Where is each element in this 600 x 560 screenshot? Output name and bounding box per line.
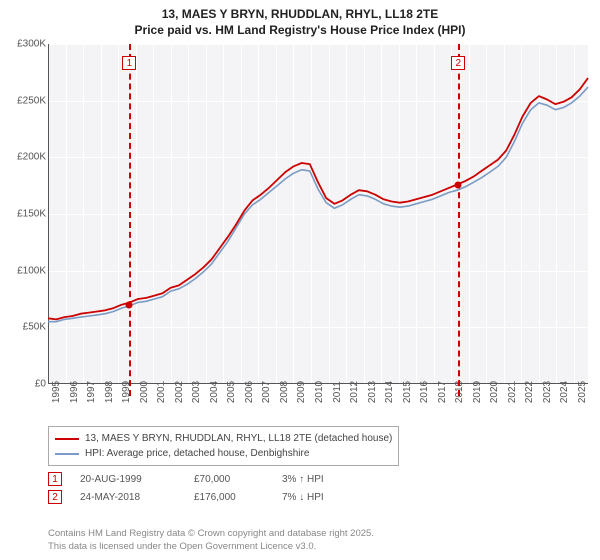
x-axis-label: 2015 xyxy=(402,381,413,403)
sale-marker-line xyxy=(129,44,131,396)
y-axis-label: £250K xyxy=(2,95,46,106)
title-line1: 13, MAES Y BRYN, RHUDDLAN, RHYL, LL18 2T… xyxy=(0,6,600,22)
x-axis-label: 2013 xyxy=(367,381,378,403)
sale-price: £70,000 xyxy=(194,474,264,485)
sale-date: 24-MAY-2018 xyxy=(80,492,176,503)
legend-label-0: 13, MAES Y BRYN, RHUDDLAN, RHYL, LL18 2T… xyxy=(85,431,392,446)
x-axis-label: 2004 xyxy=(209,381,220,403)
x-axis-label: 2017 xyxy=(437,381,448,403)
sales-row: 2 24-MAY-2018 £176,000 7% ↓ HPI xyxy=(48,490,372,504)
legend-row: HPI: Average price, detached house, Denb… xyxy=(55,446,392,461)
legend: 13, MAES Y BRYN, RHUDDLAN, RHYL, LL18 2T… xyxy=(48,426,399,466)
x-axis-label: 2019 xyxy=(472,381,483,403)
x-axis-label: 1996 xyxy=(69,381,80,403)
sale-marker-flag: 1 xyxy=(122,56,136,70)
sale-marker-line xyxy=(458,44,460,396)
x-axis-label: 2012 xyxy=(349,381,360,403)
x-axis-label: 2007 xyxy=(261,381,272,403)
x-axis-label: 1995 xyxy=(51,381,62,403)
y-axis-label: £200K xyxy=(2,152,46,163)
chart-container: 13, MAES Y BRYN, RHUDDLAN, RHYL, LL18 2T… xyxy=(0,0,600,560)
footer: Contains HM Land Registry data © Crown c… xyxy=(48,528,374,554)
legend-row: 13, MAES Y BRYN, RHUDDLAN, RHYL, LL18 2T… xyxy=(55,431,392,446)
legend-label-1: HPI: Average price, detached house, Denb… xyxy=(85,446,309,461)
x-axis-label: 2006 xyxy=(244,381,255,403)
title-block: 13, MAES Y BRYN, RHUDDLAN, RHYL, LL18 2T… xyxy=(0,0,600,40)
y-axis-label: £50K xyxy=(2,322,46,333)
x-axis-label: 2016 xyxy=(419,381,430,403)
y-axis-label: £150K xyxy=(2,209,46,220)
x-axis-label: 2014 xyxy=(384,381,395,403)
x-axis-label: 2009 xyxy=(296,381,307,403)
x-axis-label: 2022 xyxy=(524,381,535,403)
sale-date: 20-AUG-1999 xyxy=(80,474,176,485)
x-axis-label: 2021 xyxy=(507,381,518,403)
x-axis-label: 2024 xyxy=(559,381,570,403)
x-axis-label: 2025 xyxy=(577,381,588,403)
sale-pct: 7% ↓ HPI xyxy=(282,492,372,503)
x-axis-label: 2000 xyxy=(139,381,150,403)
title-line2: Price paid vs. HM Land Registry's House … xyxy=(0,22,600,38)
sale-dot xyxy=(455,181,462,188)
y-axis-label: £0 xyxy=(2,379,46,390)
x-axis-label: 2005 xyxy=(226,381,237,403)
sale-marker-box: 2 xyxy=(48,490,62,504)
x-axis-label: 2003 xyxy=(191,381,202,403)
sale-dot xyxy=(126,301,133,308)
sale-marker-flag: 2 xyxy=(451,56,465,70)
footer-line1: Contains HM Land Registry data © Crown c… xyxy=(48,528,374,541)
sale-pct: 3% ↑ HPI xyxy=(282,474,372,485)
x-axis-label: 2011 xyxy=(332,381,343,403)
x-axis-label: 1997 xyxy=(86,381,97,403)
x-axis-label: 2023 xyxy=(542,381,553,403)
sales-block: 1 20-AUG-1999 £70,000 3% ↑ HPI 2 24-MAY-… xyxy=(48,472,372,508)
y-axis-label: £100K xyxy=(2,265,46,276)
sale-price: £176,000 xyxy=(194,492,264,503)
sales-row: 1 20-AUG-1999 £70,000 3% ↑ HPI xyxy=(48,472,372,486)
x-axis-label: 2010 xyxy=(314,381,325,403)
legend-swatch-1 xyxy=(55,453,79,455)
sale-marker-box: 1 xyxy=(48,472,62,486)
legend-swatch-0 xyxy=(55,438,79,440)
x-axis-label: 2001 xyxy=(156,381,167,403)
footer-line2: This data is licensed under the Open Gov… xyxy=(48,541,374,554)
y-axis-label: £300K xyxy=(2,39,46,50)
x-axis-label: 2008 xyxy=(279,381,290,403)
x-axis-label: 2020 xyxy=(489,381,500,403)
x-axis-label: 2002 xyxy=(174,381,185,403)
x-axis-label: 1998 xyxy=(104,381,115,403)
